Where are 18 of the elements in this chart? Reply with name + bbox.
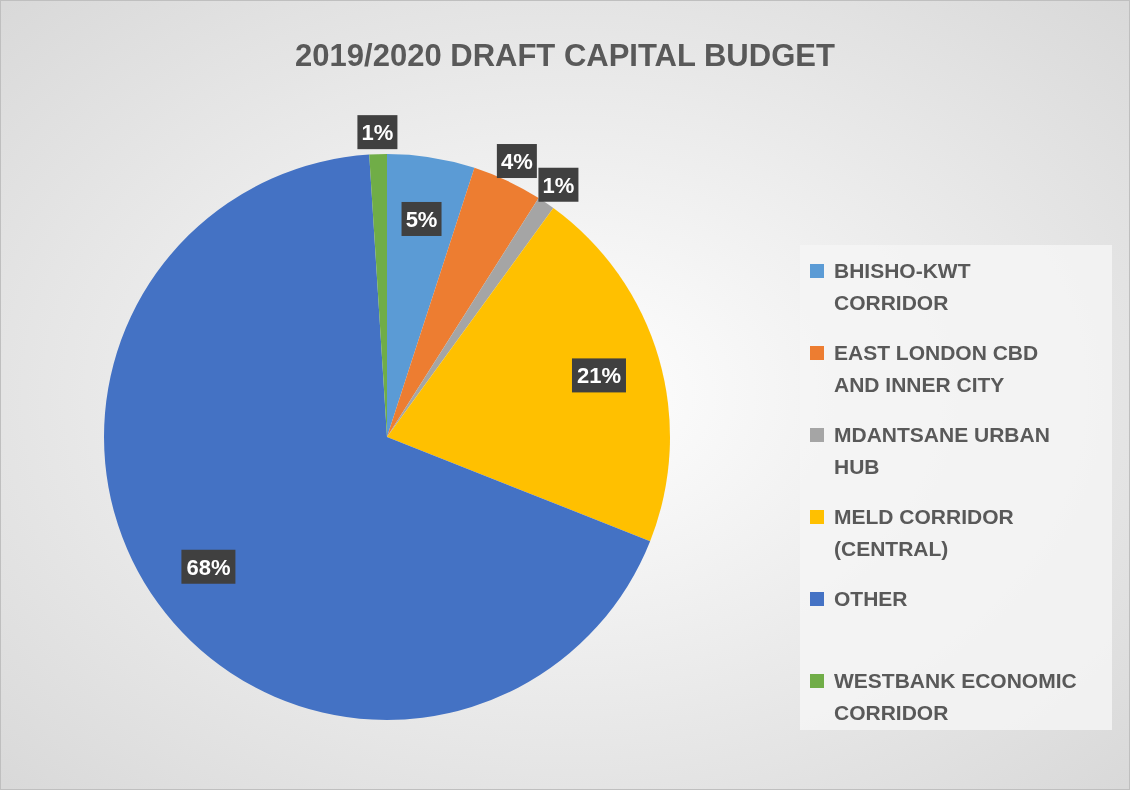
data-label: 1% [542, 172, 575, 198]
pie-slice [387, 154, 475, 437]
pie-slice [104, 154, 651, 720]
pie-slice [387, 208, 670, 542]
pie-slice [387, 167, 539, 437]
legend-label: MDANTSANE URBAN HUB [834, 423, 1050, 478]
data-label: 1% [361, 120, 394, 146]
legend-label: BHISHO-KWT CORRIDOR [834, 259, 971, 314]
data-label: 68% [186, 554, 231, 580]
data-label: 21% [576, 363, 621, 389]
pie-slice [387, 198, 554, 437]
legend-label: WESTBANK ECONOMIC CORRIDOR [834, 669, 1077, 724]
data-label: 4% [500, 149, 533, 175]
legend-label: EAST LONDON CBD AND INNER CITY [834, 341, 1039, 396]
chart-title: 2019/2020 DRAFT CAPITAL BUDGET [295, 38, 835, 73]
legend-label: MELD CORRIDOR (CENTRAL) [834, 505, 1014, 560]
data-label: 5% [405, 206, 438, 232]
legend-label: OTHER [834, 587, 908, 610]
